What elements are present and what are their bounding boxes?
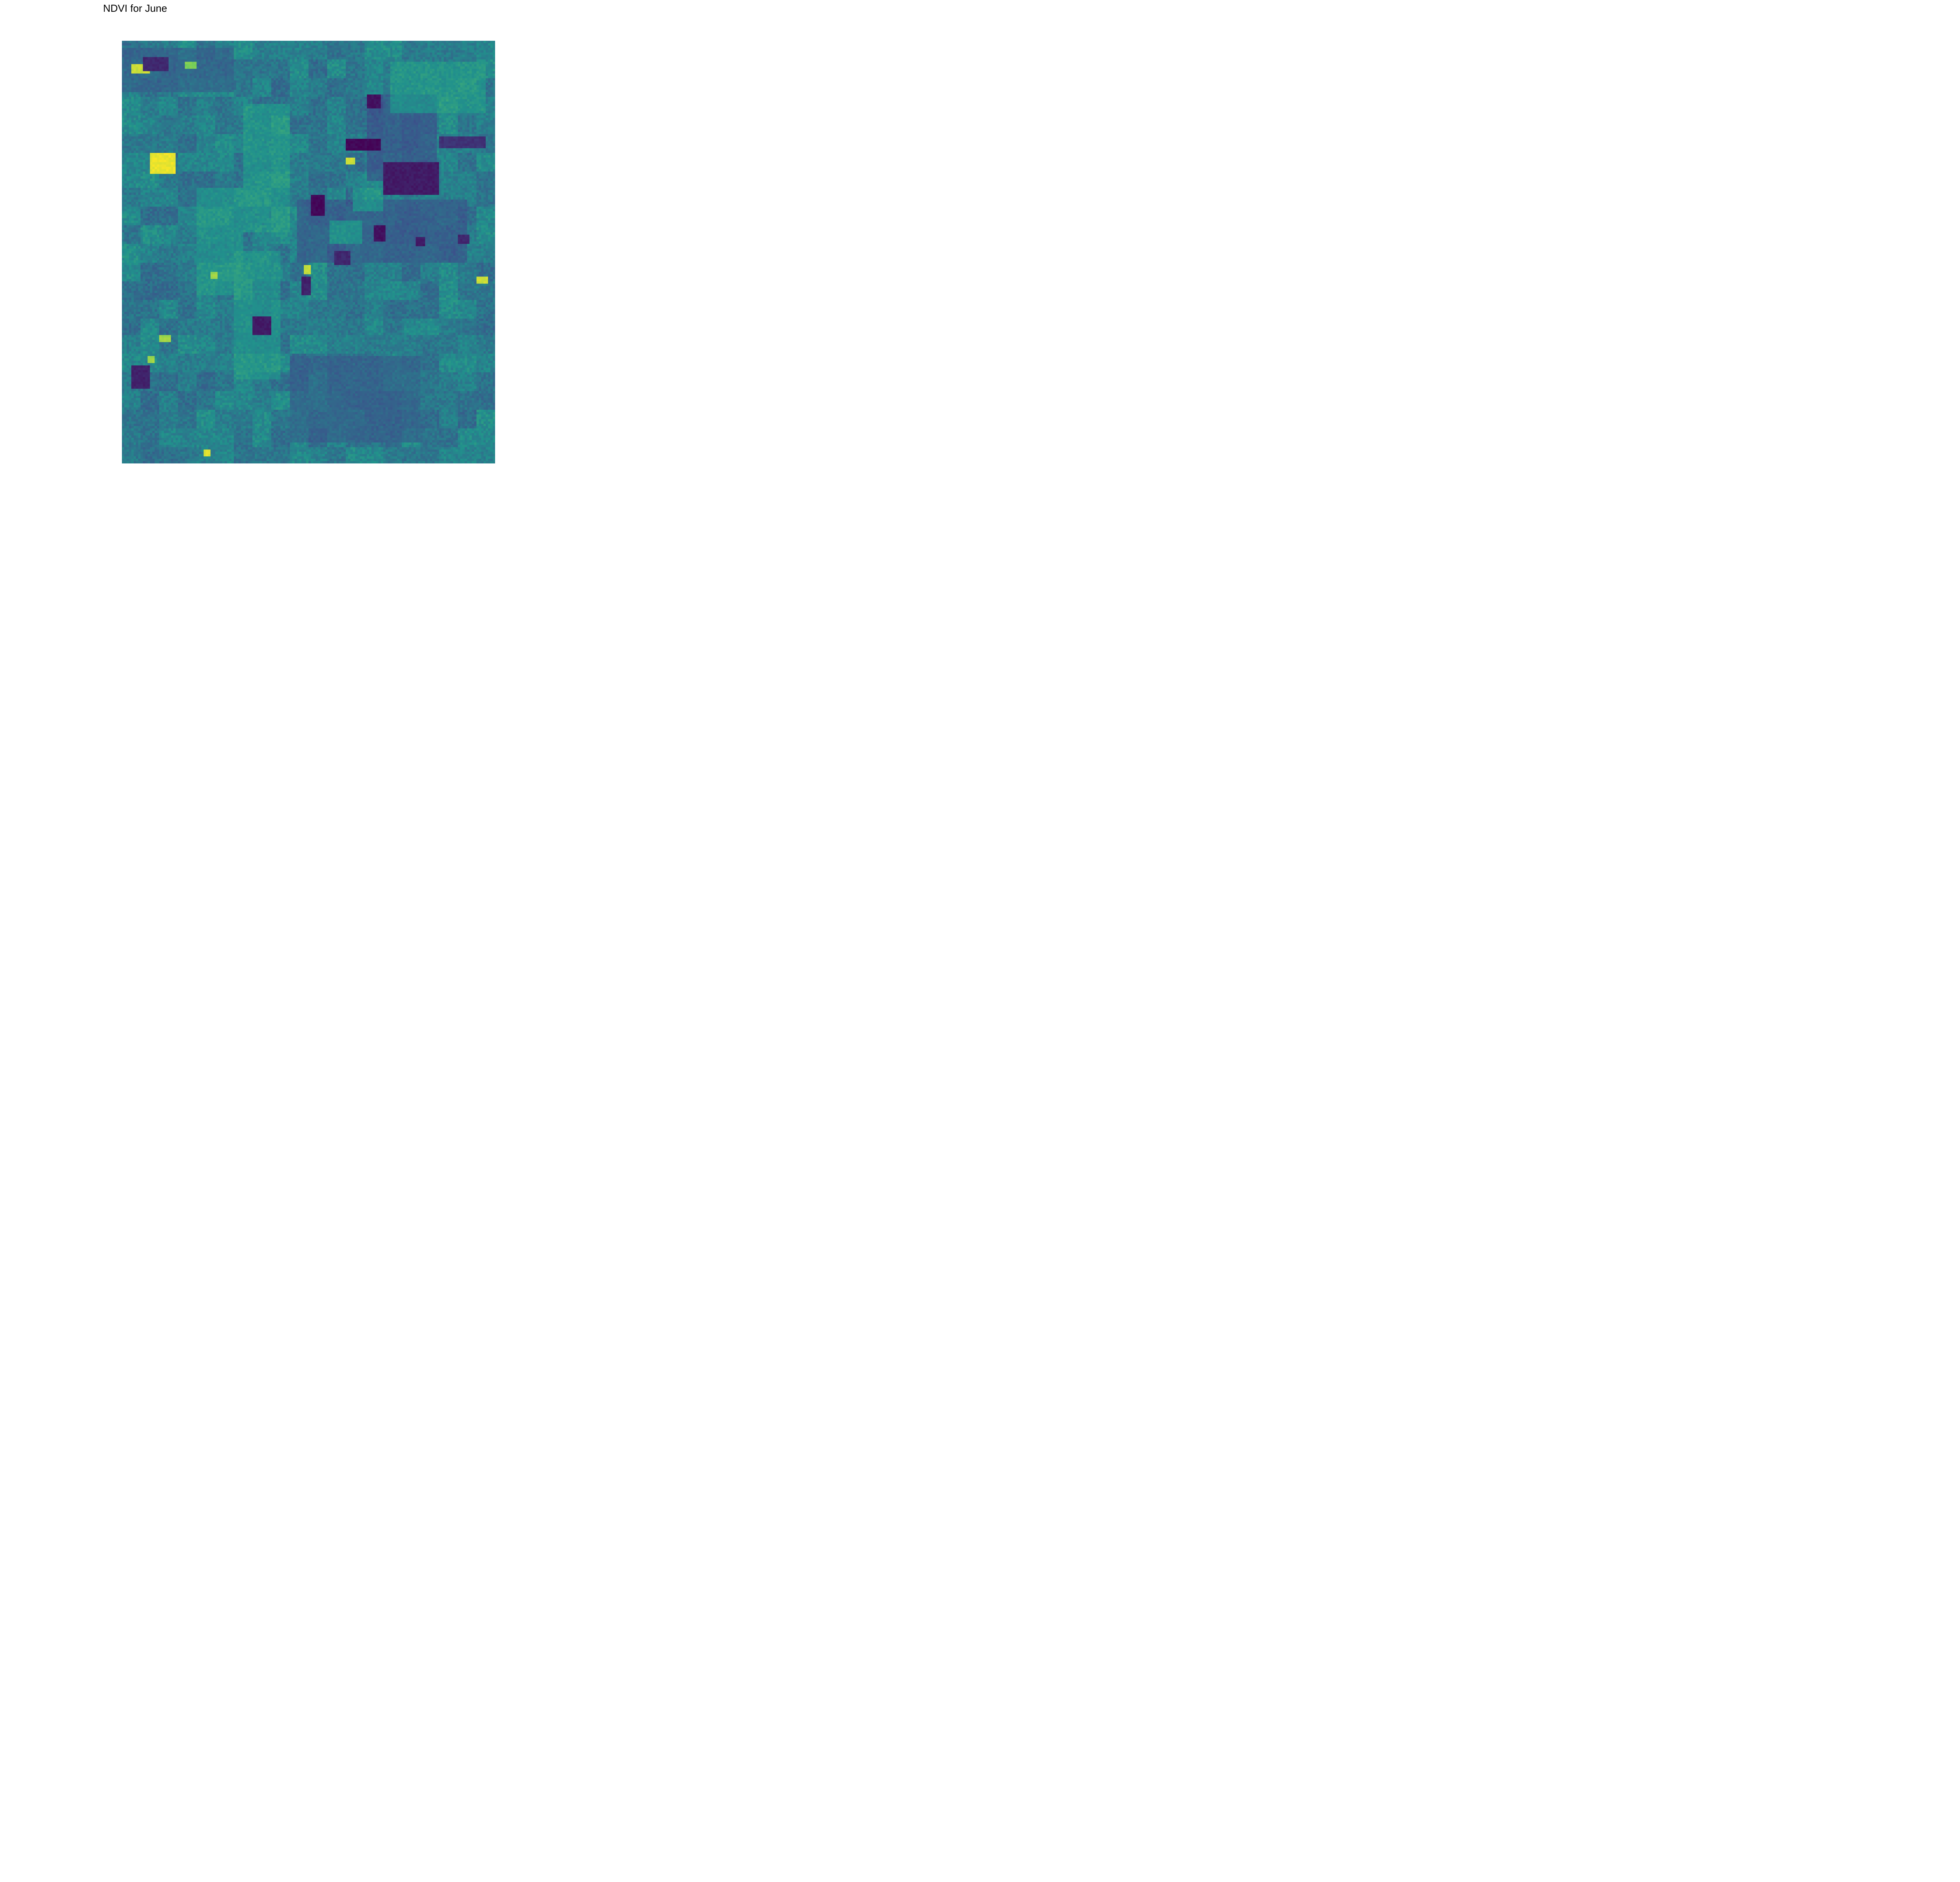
ndvi-raster-canvas [122, 41, 495, 463]
ndvi-raster-map [122, 41, 495, 463]
page-title: NDVI for June [103, 2, 167, 14]
